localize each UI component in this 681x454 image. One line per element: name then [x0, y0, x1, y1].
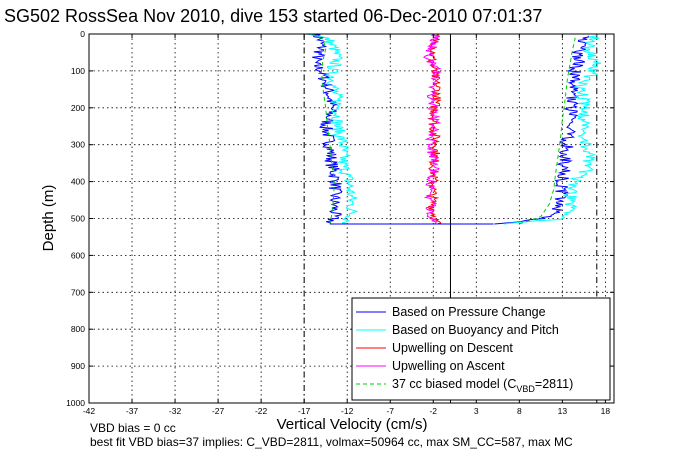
x-tick-label: 8 [517, 406, 522, 416]
x-tick-label: 18 [601, 406, 611, 416]
series-line-upwelling-on-descent-1 [425, 33, 442, 225]
x-tick-label: -22 [255, 406, 268, 416]
x-tick-label: -37 [126, 406, 139, 416]
y-tick-label: 600 [71, 250, 85, 260]
x-axis-label: Vertical Velocity (cm/s) [277, 416, 428, 433]
legend-label-pressure: Based on Pressure Change [392, 305, 546, 319]
x-tick-label: -17 [298, 406, 311, 416]
x-tick-label: 13 [558, 406, 568, 416]
series-line-based-on-buoyancy-and-pitch-2 [503, 35, 602, 225]
y-tick-label: 800 [71, 324, 85, 334]
x-tick-label: -2 [429, 406, 437, 416]
x-axis-ticks: -42 -37 -32 -27 -22 -17 -12 -7 -2 3 8 13 18 [83, 34, 611, 416]
data-series [305, 33, 602, 225]
x-tick-label: -32 [169, 406, 182, 416]
y-tick-label: 300 [71, 140, 85, 150]
y-tick-label: 900 [71, 361, 85, 371]
legend-label-descent: Upwelling on Descent [392, 341, 513, 355]
y-tick-label: 700 [71, 287, 85, 297]
y-tick-label: 0 [80, 29, 85, 39]
y-tick-label: 100 [71, 66, 85, 76]
series-line-based-on-buoyancy-and-pitch-1 [309, 33, 359, 225]
x-tick-label: -27 [212, 406, 225, 416]
chart-title: SG502 RossSea Nov 2010, dive 153 started… [4, 6, 542, 26]
series-line-based-on-pressure-change-2 [494, 35, 589, 225]
legend-box [351, 297, 611, 401]
note-vbd-bias: VBD bias = 0 cc [90, 421, 176, 435]
y-axis-ticks: 0 100 200 300 400 500 600 700 800 900 1000 [66, 29, 614, 408]
legend-label-ascent: Upwelling on Ascent [392, 359, 505, 373]
y-tick-label: 200 [71, 103, 85, 113]
series-line-based-on-pressure-change-1 [305, 33, 343, 225]
x-tick-label: 3 [474, 406, 479, 416]
series-line-upwelling-on-ascent-1 [422, 33, 442, 225]
legend: Based on Pressure Change Based on Buoyan… [351, 297, 611, 401]
x-tick-label: -7 [386, 406, 394, 416]
series-line-37-cc-biased-model-c-vbd-2811-2 [519, 37, 576, 225]
note-best-fit: best fit VBD bias=37 implies: C_VBD=2811… [90, 435, 573, 449]
y-axis-label: Depth (m) [40, 185, 57, 252]
y-tick-label: 400 [71, 177, 85, 187]
series-line-37-cc-biased-model-c-vbd-2811-1 [312, 33, 335, 225]
y-tick-label: 500 [71, 214, 85, 224]
x-tick-label: -42 [83, 406, 96, 416]
y-tick-label: 1000 [66, 398, 85, 408]
legend-label-buoyancy: Based on Buoyancy and Pitch [392, 323, 559, 337]
x-tick-label: -12 [341, 406, 354, 416]
legend-label-model: 37 cc biased model (CVBD=2811) [392, 377, 573, 394]
